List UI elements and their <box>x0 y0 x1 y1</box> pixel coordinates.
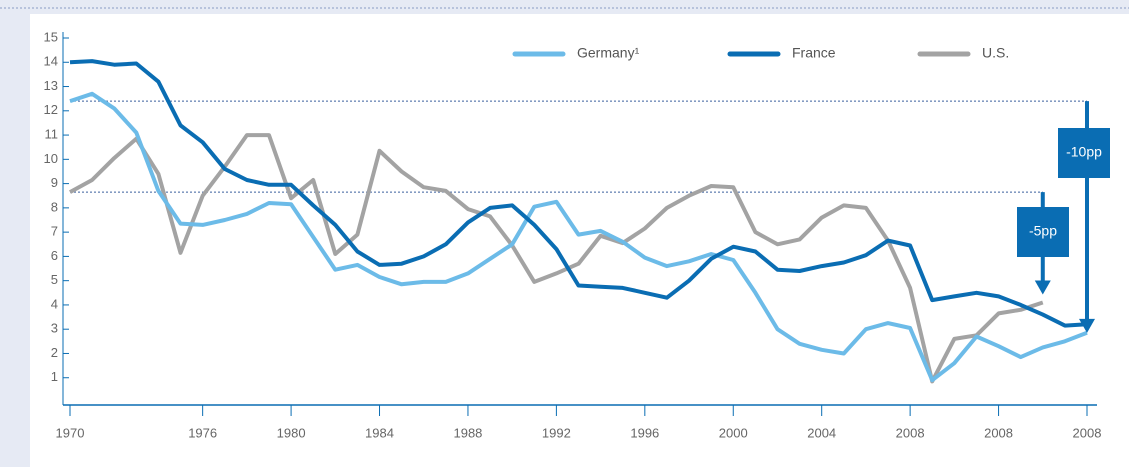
y-tick-label: 1 <box>51 369 58 384</box>
x-tick-label: 2000 <box>719 425 748 440</box>
series-line <box>69 59 1088 328</box>
x-tick-label: 1996 <box>630 425 659 440</box>
arrow-head <box>1079 318 1095 333</box>
annotation-box <box>1058 128 1110 178</box>
x-tick-label: 1970 <box>56 425 85 440</box>
panel <box>30 14 1129 467</box>
x-tick-label: 2004 <box>807 425 836 440</box>
legend-label: Germany¹ <box>577 45 640 61</box>
y-tick-label: 12 <box>44 102 58 117</box>
y-tick-label: 5 <box>51 272 58 287</box>
y-tick-label: 7 <box>51 224 58 239</box>
x-tick-label: 1976 <box>188 425 217 440</box>
annotation-text: -10pp <box>1066 144 1102 160</box>
legend-label: U.S. <box>982 45 1009 61</box>
x-tick-label: 2008 <box>1073 425 1102 440</box>
y-tick-label: 3 <box>51 321 58 336</box>
y-tick-label: 14 <box>44 54 58 69</box>
series-line <box>69 133 1044 384</box>
y-tick-label: 8 <box>51 199 58 214</box>
y-tick-label: 4 <box>51 296 58 311</box>
y-tick-label: 9 <box>51 175 58 190</box>
x-tick-label: 1980 <box>277 425 306 440</box>
y-tick-label: 6 <box>51 248 58 263</box>
x-tick-label: 1992 <box>542 425 571 440</box>
x-tick-label: 1988 <box>453 425 482 440</box>
y-tick-label: 10 <box>44 151 58 166</box>
x-tick-label: 2008 <box>984 425 1013 440</box>
x-tick-label: 2008 <box>896 425 925 440</box>
y-tick-label: 15 <box>44 29 58 44</box>
arrow-head <box>1034 280 1051 295</box>
annotation-text: -5pp <box>1029 223 1057 239</box>
y-tick-label: 13 <box>44 78 58 93</box>
y-tick-label: 2 <box>51 345 58 360</box>
legend-label: France <box>792 45 836 61</box>
annotation-box <box>1017 207 1069 257</box>
y-tick-label: 11 <box>45 127 59 142</box>
x-tick-label: 1984 <box>365 425 394 440</box>
series-line <box>69 91 1088 383</box>
